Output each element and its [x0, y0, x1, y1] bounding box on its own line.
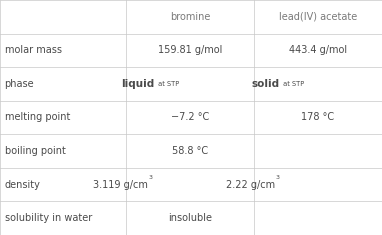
Text: 178 °C: 178 °C	[301, 113, 335, 122]
Text: bromine: bromine	[170, 12, 210, 22]
Text: 58.8 °C: 58.8 °C	[172, 146, 208, 156]
Text: phase: phase	[5, 79, 34, 89]
Text: 3.119 g/cm: 3.119 g/cm	[93, 180, 148, 190]
Text: 443.4 g/mol: 443.4 g/mol	[289, 45, 347, 55]
Text: 3: 3	[149, 175, 152, 180]
Text: melting point: melting point	[5, 113, 70, 122]
Text: at STP: at STP	[156, 81, 179, 87]
Text: 3: 3	[275, 175, 279, 180]
Text: at STP: at STP	[281, 81, 304, 87]
Text: 159.81 g/mol: 159.81 g/mol	[158, 45, 222, 55]
Text: 2.22 g/cm: 2.22 g/cm	[225, 180, 275, 190]
Text: −7.2 °C: −7.2 °C	[171, 113, 209, 122]
Text: solid: solid	[252, 79, 280, 89]
Text: solubility in water: solubility in water	[5, 213, 92, 223]
Text: liquid: liquid	[121, 79, 155, 89]
Text: boiling point: boiling point	[5, 146, 65, 156]
Text: molar mass: molar mass	[5, 45, 62, 55]
Text: lead(IV) acetate: lead(IV) acetate	[279, 12, 357, 22]
Text: density: density	[5, 180, 40, 190]
Text: insoluble: insoluble	[168, 213, 212, 223]
